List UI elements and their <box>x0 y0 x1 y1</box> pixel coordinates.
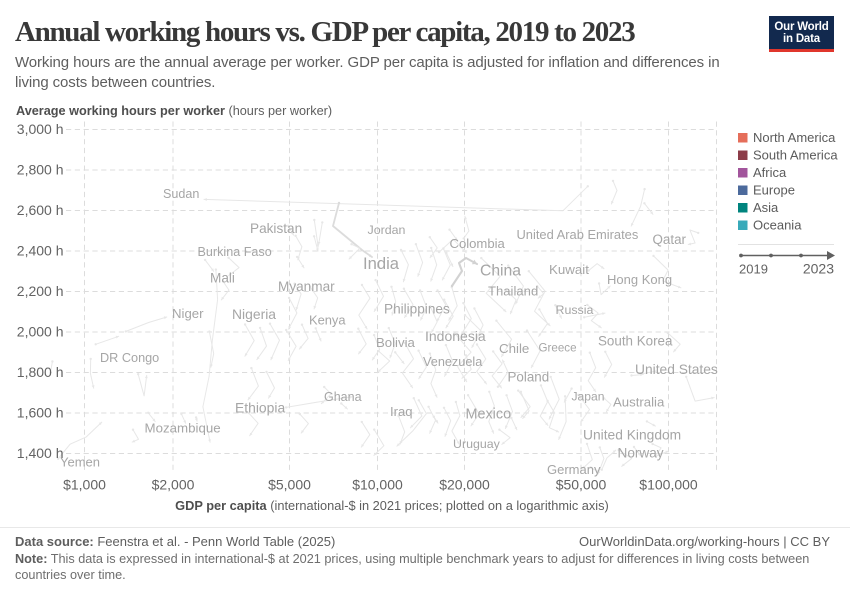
svg-text:Greece: Greece <box>539 341 577 354</box>
svg-text:Russia: Russia <box>556 303 594 317</box>
svg-text:$1,000: $1,000 <box>63 477 106 493</box>
svg-text:Mozambique: Mozambique <box>145 421 221 436</box>
svg-text:1,800 h: 1,800 h <box>17 364 64 380</box>
svg-text:$100,000: $100,000 <box>639 477 698 493</box>
svg-text:South America: South America <box>753 148 838 163</box>
svg-text:3,000 h: 3,000 h <box>17 121 64 137</box>
svg-text:Japan: Japan <box>572 390 605 404</box>
svg-text:Venezuela: Venezuela <box>423 355 483 369</box>
svg-text:Germany: Germany <box>547 462 601 477</box>
svg-text:China: China <box>480 262 521 279</box>
svg-text:1,600 h: 1,600 h <box>17 405 64 421</box>
svg-text:Asia: Asia <box>753 200 779 215</box>
svg-text:Colombia: Colombia <box>450 236 506 251</box>
svg-text:Thailand: Thailand <box>488 284 538 299</box>
svg-text:Burkina Faso: Burkina Faso <box>198 245 272 259</box>
svg-text:Ghana: Ghana <box>324 390 362 404</box>
svg-text:South Korea: South Korea <box>598 334 673 349</box>
svg-text:Hong Kong: Hong Kong <box>607 272 672 287</box>
svg-text:United Kingdom: United Kingdom <box>583 428 681 443</box>
svg-text:2,200 h: 2,200 h <box>17 283 64 299</box>
svg-text:Chile: Chile <box>499 341 529 356</box>
svg-text:2,600 h: 2,600 h <box>17 202 64 218</box>
svg-text:Mexico: Mexico <box>466 406 512 422</box>
svg-text:Jordan: Jordan <box>368 223 406 237</box>
svg-text:Niger: Niger <box>172 306 204 321</box>
svg-text:Ethiopia: Ethiopia <box>235 400 285 416</box>
svg-text:North America: North America <box>753 130 836 145</box>
svg-text:Australia: Australia <box>613 395 665 410</box>
svg-text:United States: United States <box>635 362 718 377</box>
svg-text:Bolivia: Bolivia <box>376 335 416 350</box>
svg-text:2,400 h: 2,400 h <box>17 243 64 259</box>
svg-text:Kenya: Kenya <box>309 312 346 327</box>
svg-text:Nigeria: Nigeria <box>232 306 276 322</box>
svg-text:Philippines: Philippines <box>384 302 450 317</box>
svg-text:Sudan: Sudan <box>163 187 199 201</box>
svg-text:2019: 2019 <box>739 262 768 277</box>
svg-text:Poland: Poland <box>508 370 550 385</box>
svg-text:Pakistan: Pakistan <box>250 221 302 236</box>
svg-text:India: India <box>363 254 400 273</box>
svg-text:Uruguay: Uruguay <box>453 437 501 451</box>
svg-text:Oceania: Oceania <box>753 218 802 233</box>
svg-text:Indonesia: Indonesia <box>425 328 486 344</box>
svg-text:2,800 h: 2,800 h <box>17 162 64 178</box>
svg-text:Iraq: Iraq <box>390 404 413 419</box>
svg-text:Mali: Mali <box>210 271 235 286</box>
svg-text:United Arab Emirates: United Arab Emirates <box>517 227 639 242</box>
svg-text:GDP per capita (international-: GDP per capita (international-$ in 2021 … <box>175 498 609 513</box>
svg-text:Africa: Africa <box>753 165 787 180</box>
svg-text:$5,000: $5,000 <box>268 477 311 493</box>
svg-text:1,400 h: 1,400 h <box>17 445 64 461</box>
svg-text:Norway: Norway <box>618 446 664 461</box>
svg-text:$2,000: $2,000 <box>152 477 195 493</box>
svg-text:Yemen: Yemen <box>60 454 100 469</box>
svg-text:Myanmar: Myanmar <box>278 279 335 294</box>
svg-text:Kuwait: Kuwait <box>549 262 589 277</box>
svg-text:Qatar: Qatar <box>653 232 687 247</box>
svg-text:$20,000: $20,000 <box>439 477 490 493</box>
svg-text:$10,000: $10,000 <box>352 477 403 493</box>
svg-text:DR Congo: DR Congo <box>100 351 159 365</box>
svg-text:Europe: Europe <box>753 183 795 198</box>
svg-text:2,000 h: 2,000 h <box>17 324 64 340</box>
svg-text:2023: 2023 <box>803 261 834 277</box>
svg-text:$50,000: $50,000 <box>556 477 607 493</box>
